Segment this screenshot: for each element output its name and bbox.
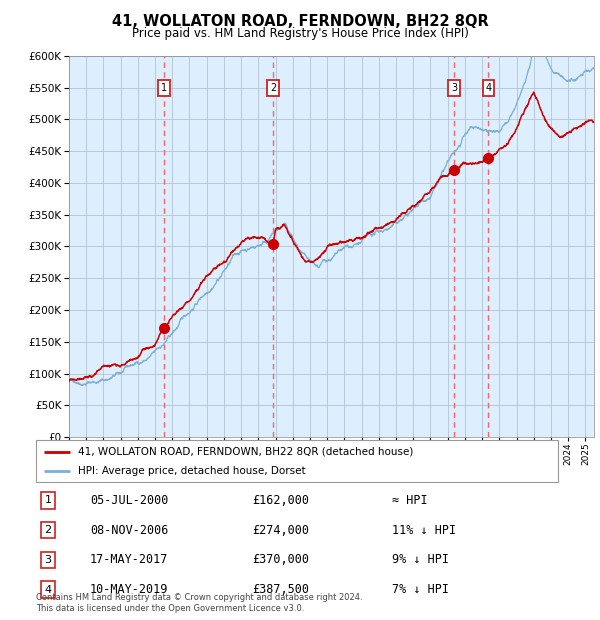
Text: £274,000: £274,000 xyxy=(252,524,309,536)
Text: 08-NOV-2006: 08-NOV-2006 xyxy=(90,524,169,536)
Text: 2: 2 xyxy=(44,525,52,535)
Text: 2: 2 xyxy=(270,83,276,93)
Text: £370,000: £370,000 xyxy=(252,554,309,566)
Text: 3: 3 xyxy=(44,555,52,565)
Text: 05-JUL-2000: 05-JUL-2000 xyxy=(90,494,169,507)
Text: 3: 3 xyxy=(451,83,457,93)
Text: 9% ↓ HPI: 9% ↓ HPI xyxy=(392,554,449,566)
Text: 7% ↓ HPI: 7% ↓ HPI xyxy=(392,583,449,596)
Text: 41, WOLLATON ROAD, FERNDOWN, BH22 8QR: 41, WOLLATON ROAD, FERNDOWN, BH22 8QR xyxy=(112,14,488,29)
Text: 1: 1 xyxy=(44,495,52,505)
Text: 17-MAY-2017: 17-MAY-2017 xyxy=(90,554,169,566)
Text: 1: 1 xyxy=(161,83,167,93)
Text: 41, WOLLATON ROAD, FERNDOWN, BH22 8QR (detached house): 41, WOLLATON ROAD, FERNDOWN, BH22 8QR (d… xyxy=(78,446,413,456)
Text: HPI: Average price, detached house, Dorset: HPI: Average price, detached house, Dors… xyxy=(78,466,305,476)
Text: 10-MAY-2019: 10-MAY-2019 xyxy=(90,583,169,596)
Text: Price paid vs. HM Land Registry's House Price Index (HPI): Price paid vs. HM Land Registry's House … xyxy=(131,27,469,40)
Text: 4: 4 xyxy=(485,83,491,93)
Text: 4: 4 xyxy=(44,585,52,595)
Text: 11% ↓ HPI: 11% ↓ HPI xyxy=(392,524,457,536)
Text: £162,000: £162,000 xyxy=(252,494,309,507)
Text: £387,500: £387,500 xyxy=(252,583,309,596)
Text: Contains HM Land Registry data © Crown copyright and database right 2024.
This d: Contains HM Land Registry data © Crown c… xyxy=(36,593,362,613)
Text: ≈ HPI: ≈ HPI xyxy=(392,494,428,507)
